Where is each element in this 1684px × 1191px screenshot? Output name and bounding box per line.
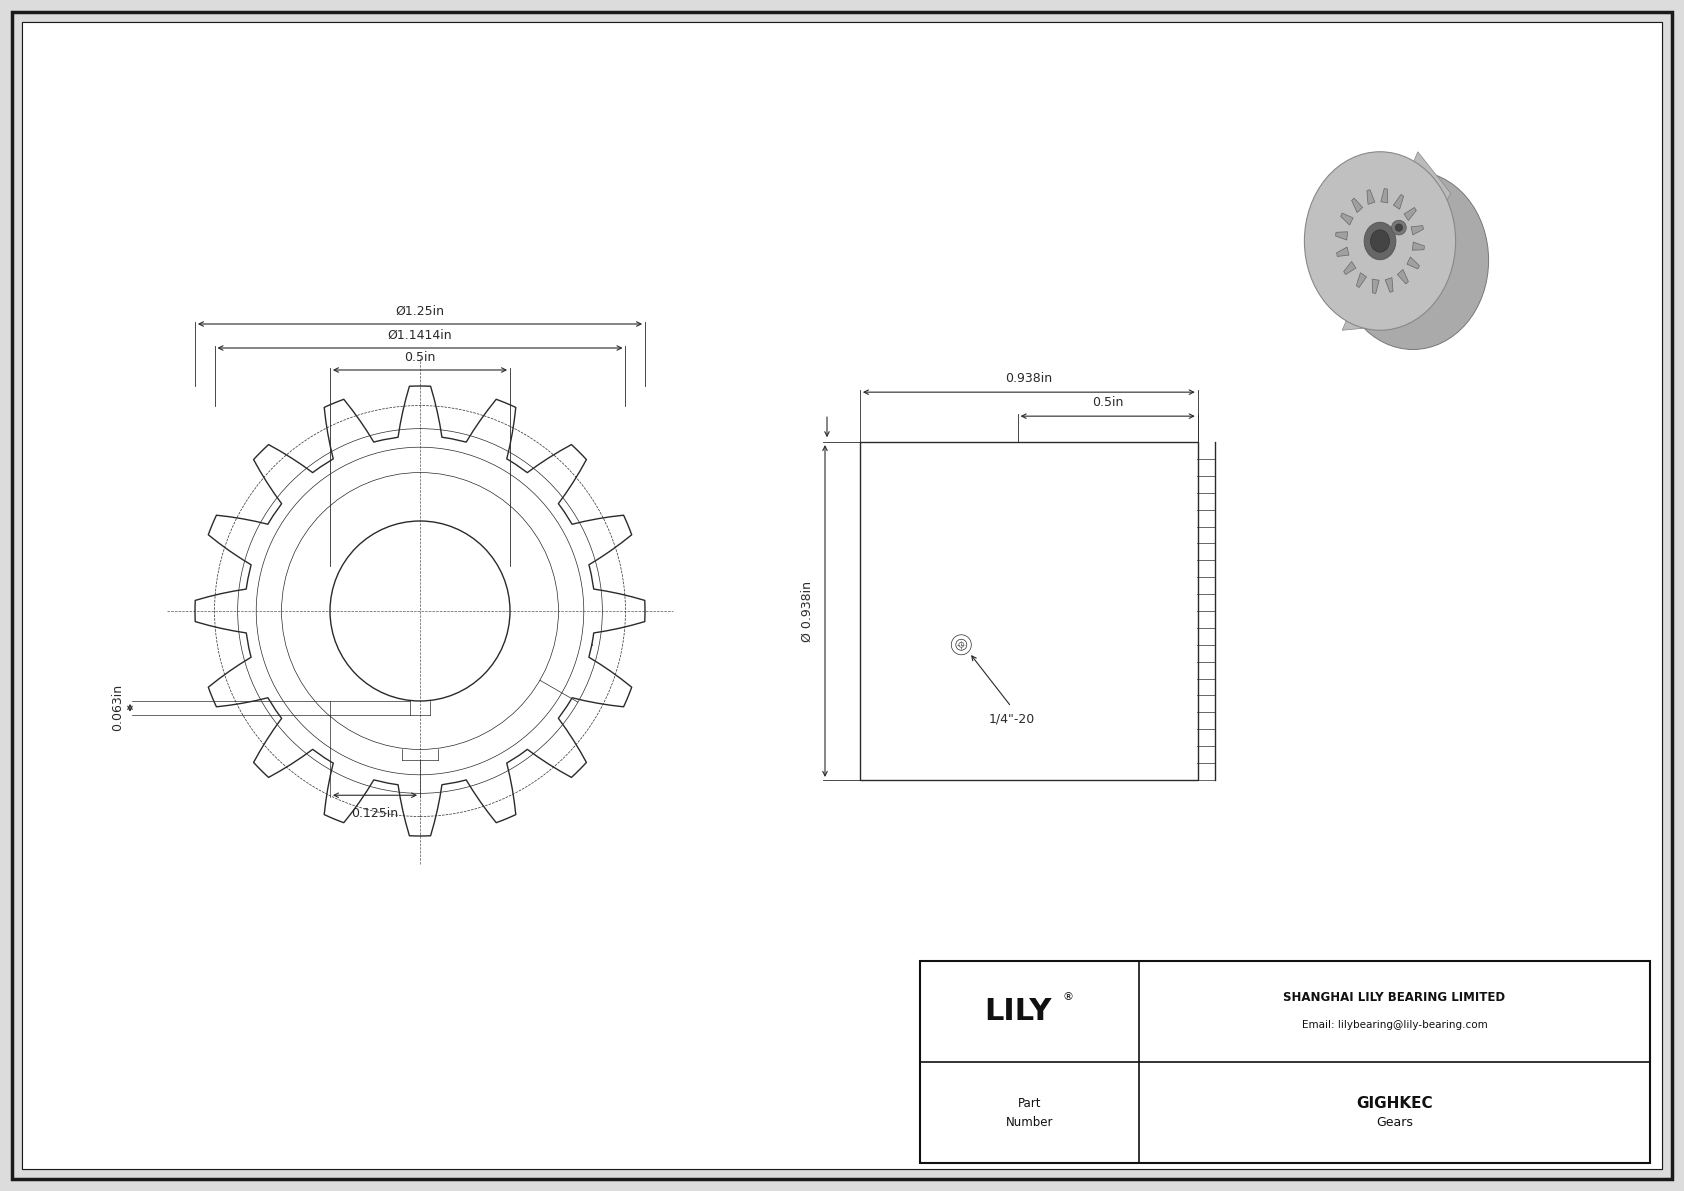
Text: Email: lilybearing@lily-bearing.com: Email: lilybearing@lily-bearing.com (1302, 1019, 1487, 1029)
Polygon shape (12, 12, 1672, 1179)
Circle shape (1396, 224, 1403, 231)
Polygon shape (1413, 242, 1425, 250)
Bar (919, 961, 1650, 1162)
Text: Number: Number (1005, 1116, 1052, 1129)
Text: 0.125in: 0.125in (352, 807, 399, 821)
Polygon shape (1372, 279, 1379, 293)
Text: Gears: Gears (1376, 1116, 1413, 1129)
Polygon shape (1393, 194, 1404, 210)
Ellipse shape (1305, 151, 1455, 330)
Polygon shape (1352, 198, 1362, 212)
Text: SHANGHAI LILY BEARING LIMITED: SHANGHAI LILY BEARING LIMITED (1283, 991, 1505, 1004)
Polygon shape (1411, 225, 1423, 235)
Polygon shape (1381, 188, 1388, 202)
Polygon shape (1335, 232, 1347, 241)
Text: Ø1.25in: Ø1.25in (396, 305, 445, 318)
Ellipse shape (1337, 172, 1489, 349)
Text: 0.5in: 0.5in (404, 351, 436, 364)
Polygon shape (1367, 189, 1374, 205)
Polygon shape (1356, 273, 1366, 287)
Polygon shape (1398, 269, 1408, 283)
Polygon shape (1344, 262, 1356, 274)
Polygon shape (1406, 257, 1420, 269)
Text: 1/4"-20: 1/4"-20 (989, 712, 1034, 725)
Text: 0.063in: 0.063in (111, 685, 125, 731)
Ellipse shape (1371, 230, 1389, 252)
Polygon shape (1337, 247, 1349, 256)
Text: Ø1.1414in: Ø1.1414in (387, 329, 453, 342)
Polygon shape (22, 21, 1662, 1170)
Text: 0.5in: 0.5in (1091, 397, 1123, 410)
Text: GIGHKEC: GIGHKEC (1356, 1096, 1433, 1111)
Circle shape (1391, 220, 1406, 235)
Bar (861, 442, 1197, 780)
Polygon shape (1340, 213, 1354, 225)
Polygon shape (1386, 278, 1393, 292)
Text: ®: ® (1063, 992, 1073, 1003)
Text: LILY: LILY (983, 997, 1051, 1025)
Text: Part: Part (1017, 1097, 1041, 1110)
Ellipse shape (1364, 223, 1396, 260)
Polygon shape (1404, 207, 1416, 220)
Polygon shape (1342, 151, 1452, 330)
Text: Ø 0.938in: Ø 0.938in (800, 580, 813, 642)
Text: 0.938in: 0.938in (1005, 372, 1052, 385)
